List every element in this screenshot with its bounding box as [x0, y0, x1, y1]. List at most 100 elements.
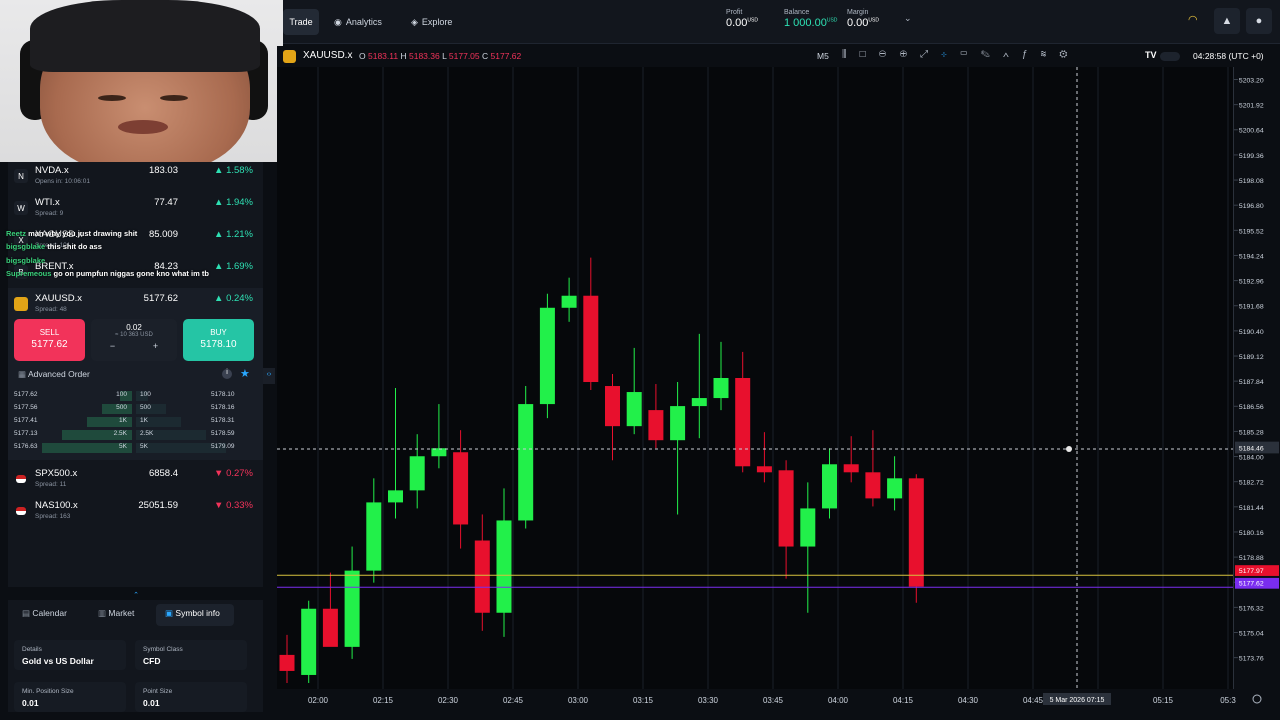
timeframe-selector[interactable]: M5 — [817, 51, 829, 61]
plus-icon[interactable]: + — [152, 341, 159, 351]
candle-body[interactable] — [322, 608, 338, 647]
profit-stat: Profit 0.00USD — [726, 9, 758, 29]
candle-body[interactable] — [344, 570, 360, 647]
h-value: 5183.36 — [409, 51, 440, 61]
candle-body[interactable] — [670, 406, 686, 441]
gear-icon[interactable]: ⚙ — [1059, 49, 1081, 60]
orderbook-av: 2.5K — [140, 430, 154, 437]
list-item[interactable]: NAS100.x Spread: 163 25051.59 ▼ 0.33% — [8, 496, 263, 528]
candle-body[interactable] — [453, 452, 469, 525]
list-item[interactable]: N NVDA.x Opens in: 10:06:01 183.03 ▲ 1.58% — [8, 161, 263, 193]
star-icon[interactable]: ★ — [240, 368, 250, 380]
square-icon[interactable]: □ — [859, 49, 879, 60]
chart-symbol[interactable]: XAUUSD.x — [303, 50, 353, 61]
toggle-switch[interactable] — [1160, 52, 1180, 61]
candle-body[interactable] — [431, 448, 447, 457]
list-item[interactable]: XAUUSD.x Spread: 48 5177.62 ▲ 0.24% — [8, 289, 263, 321]
x-tick-label: 03:30 — [698, 696, 719, 705]
tab-symbol-info[interactable]: ▣ Symbol info — [165, 608, 220, 624]
candle-body[interactable] — [865, 472, 881, 499]
candle-body[interactable] — [366, 502, 382, 571]
symbol-class-cell: Symbol Class CFD — [135, 640, 247, 670]
tab-calendar[interactable]: ▤ Calendar — [22, 608, 67, 624]
min-position-cell: Min. Position Size 0.01 — [14, 682, 126, 712]
tab-analytics[interactable]: ◉ Analytics — [334, 9, 382, 35]
candle-body[interactable] — [756, 466, 772, 473]
candle-body[interactable] — [583, 295, 599, 383]
quantity-stepper[interactable]: 0.02 ≈ 10 363 USD − + — [91, 319, 177, 361]
orderbook-row[interactable]: 5177.41 1K 1K 5178.31 — [14, 416, 254, 428]
candlestick-chart[interactable] — [277, 67, 1233, 689]
minus-icon[interactable]: − — [109, 341, 116, 351]
sell-price: 5177.62 — [31, 339, 68, 350]
fx-icon[interactable]: ƒ — [1021, 49, 1041, 60]
candle-body[interactable] — [713, 378, 729, 399]
expand-icon[interactable]: ⌃ — [133, 592, 139, 599]
x-tick-label: 04:45 — [1023, 696, 1044, 705]
crosshair-icon[interactable]: ⊹ — [941, 49, 960, 60]
list-item[interactable]: SPX500.x Spread: 11 6858.4 ▼ 0.27% — [8, 464, 263, 496]
candle-body[interactable] — [822, 464, 837, 509]
candle-body[interactable] — [626, 392, 642, 427]
price-axis[interactable]: 5203.20 5201.92 5200.64 5199.36 5198.08 5196.… — [1233, 67, 1280, 689]
orderbook-row[interactable]: 5177.56 500 500 5178.16 — [14, 403, 254, 415]
ruler-icon[interactable]: ▭ — [959, 49, 981, 60]
o-label: O — [359, 51, 366, 61]
orderbook-row[interactable]: 5177.13 2.5K 2.5K 5178.59 — [14, 429, 254, 441]
candle-body[interactable] — [735, 378, 751, 467]
wave-icon[interactable]: ∧ — [1002, 49, 1022, 60]
bell-icon[interactable]: ▲ — [1214, 8, 1240, 34]
symbol-class-value: CFD — [143, 656, 161, 666]
candle-body[interactable] — [388, 490, 403, 503]
candle-body[interactable] — [800, 508, 816, 547]
advanced-order-toggle[interactable]: ▦ Advanced Order — [18, 369, 90, 380]
candle-body[interactable] — [887, 478, 903, 499]
quantity-usd: ≈ 10 363 USD — [115, 332, 153, 338]
symbol-icon: X — [14, 233, 28, 247]
min-position-value: 0.01 — [22, 698, 39, 708]
candle-body[interactable] — [301, 608, 317, 675]
candle-body[interactable] — [539, 307, 555, 405]
pencil-icon[interactable]: ✎ — [980, 49, 1003, 60]
list-item[interactable]: X XAGUSD.x Spread: 101 85.009 ▲ 1.21% — [8, 225, 263, 257]
margin-stat: Margin 0.00USD — [847, 9, 879, 29]
user-icon[interactable]: ● — [1246, 8, 1272, 34]
candle-body[interactable] — [691, 398, 707, 407]
candle-body[interactable] — [279, 654, 295, 671]
fit-icon[interactable]: ⤢ — [920, 49, 942, 60]
chat-username: Supremeous — [6, 269, 52, 278]
candle-body[interactable] — [843, 464, 859, 473]
zoom-in-icon[interactable]: ⊕ — [899, 49, 921, 60]
candle-body[interactable] — [908, 478, 924, 587]
chevron-down-icon[interactable]: ⌄ — [904, 13, 912, 23]
candle-body[interactable] — [409, 456, 425, 491]
candle-body[interactable] — [778, 470, 794, 547]
ask-depth-bar — [136, 417, 181, 427]
tab-trade[interactable]: Trade — [283, 9, 319, 35]
list-item[interactable]: W WTI.x Spread: 9 77.47 ▲ 1.94% — [8, 193, 263, 225]
candle-body[interactable] — [648, 410, 664, 441]
candle-body[interactable] — [605, 386, 620, 427]
tab-explore[interactable]: ◈ Explore — [411, 9, 452, 35]
info-icon[interactable]: i — [222, 369, 232, 379]
zoom-out-icon[interactable]: ⊖ — [878, 49, 900, 60]
candle-body[interactable] — [496, 520, 512, 613]
sell-button[interactable]: SELL 5177.62 — [14, 319, 85, 361]
arrow-icon: ▲ — [214, 165, 227, 176]
candle-body[interactable] — [518, 404, 534, 521]
explore-icon: ◈ — [411, 16, 418, 27]
layers-icon[interactable]: ≋ — [1040, 49, 1060, 60]
list-item[interactable]: B BRENT.x 84.23 ▲ 1.69% — [8, 257, 263, 289]
orderbook-row[interactable]: 5176.63 5K 5K 5179.09 — [14, 442, 254, 454]
balance-currency: USD — [826, 17, 838, 24]
candle-body[interactable] — [561, 295, 577, 308]
time-axis[interactable]: 02:00 02:15 02:30 02:45 03:00 03:15 03:30 03:45… — [277, 689, 1280, 720]
candles-icon[interactable]: ⫼ — [842, 49, 860, 60]
collapse-panel-icon[interactable]: ‹› — [263, 368, 275, 384]
tab-market[interactable]: ▥ Market — [98, 608, 134, 624]
candle-body[interactable] — [474, 540, 490, 613]
symbol-change: ▲ 1.69% — [198, 261, 253, 272]
settings-icon[interactable] — [1252, 694, 1262, 704]
orderbook-row[interactable]: 5177.62 100 100 5178.10 — [14, 390, 254, 402]
buy-button[interactable]: BUY 5178.10 — [183, 319, 254, 361]
